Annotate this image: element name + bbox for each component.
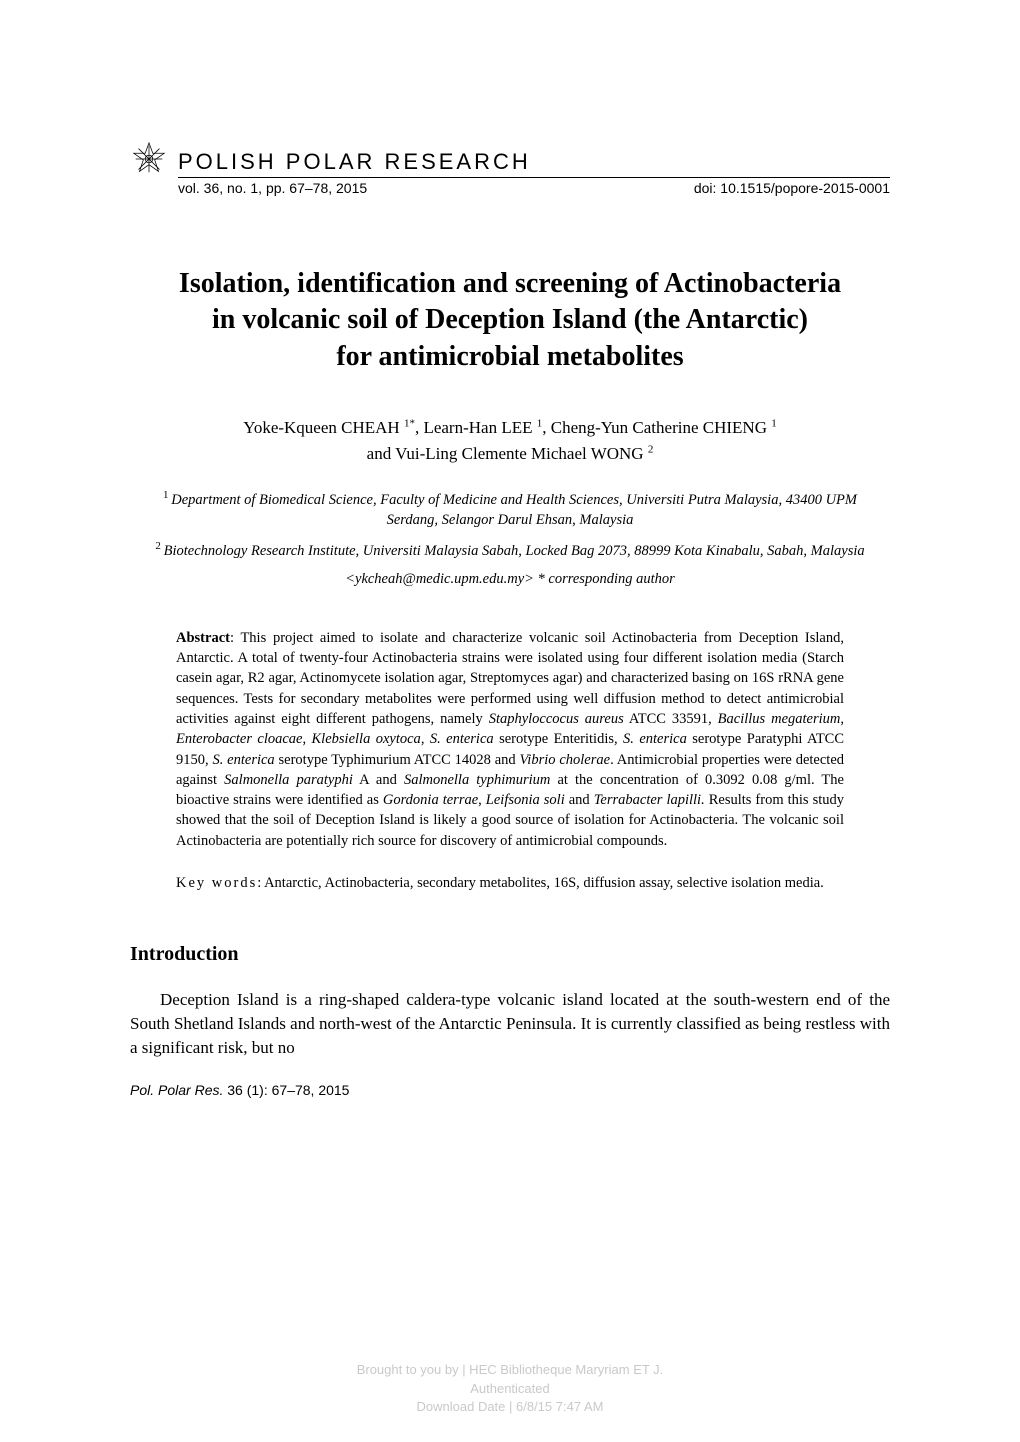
author-block: Yoke-Kqueen CHEAH 1*, Learn-Han LEE 1, C… (130, 415, 890, 466)
footer-citation-text: 36 (1): 67–78, 2015 (223, 1082, 349, 1098)
author-sup-3: 1 (771, 418, 777, 430)
author-text-1: Yoke-Kqueen CHEAH (243, 418, 404, 437)
abstract-t2: ATCC 33591, (624, 711, 718, 727)
title-line-1: Isolation, identification and screening … (179, 268, 841, 299)
abstract-s6: S. enterica (623, 731, 687, 747)
abstract-t10: A and (353, 772, 404, 788)
abstract-t3: , (840, 711, 844, 727)
abstract-s2: Bacillus megaterium (718, 711, 841, 727)
abstract-label: Abstract (176, 630, 230, 646)
title-line-3: for antimicrobial metabolites (336, 341, 683, 372)
corresponding-author: <ykcheah@medic.upm.edu.my> * correspondi… (130, 571, 890, 588)
intro-paragraph-1: Deception Island is a ring-shaped calder… (130, 988, 890, 1059)
journal-logo-icon (130, 140, 168, 178)
author-sup-1: 1* (404, 418, 415, 430)
section-heading-introduction: Introduction (130, 943, 890, 966)
abstract-s4: Klebsiella oxytoca (312, 731, 421, 747)
affiliation-1: 1 Department of Biomedical Science, Facu… (130, 488, 890, 530)
abstract-s1: Staphyloccocus aureus (489, 711, 624, 727)
abstract-s12: Leifsonia soli (486, 792, 565, 808)
author-text-3: , Cheng-Yun Catherine CHIENG (542, 418, 771, 437)
download-watermark: Brought to you by | HEC Bibliotheque Mar… (0, 1361, 1020, 1416)
abstract-s10: Salmonella typhimurium (404, 772, 550, 788)
author-text-2: , Learn-Han LEE (415, 418, 537, 437)
title-line-2: in volcanic soil of Deception Island (th… (212, 304, 808, 335)
affil-2-sup: 2 (155, 540, 163, 552)
abstract-s11: Gordonia terrae (383, 792, 478, 808)
keywords-text: : Antarctic, Actinobacteria, secondary m… (257, 875, 824, 891)
author-sup-4: 2 (648, 443, 654, 455)
abstract-s5: S. enterica (430, 731, 494, 747)
abstract-t6: serotype Enteritidis, (494, 731, 623, 747)
abstract-t13: and (565, 792, 594, 808)
watermark-line-3: Download Date | 6/8/15 7:47 AM (0, 1398, 1020, 1416)
affiliation-2: 2 Biotechnology Research Institute, Univ… (130, 539, 890, 561)
author-text-4: and Vui-Ling Clemente Michael WONG (367, 444, 648, 463)
journal-meta-row: vol. 36, no. 1, pp. 67–78, 2015 doi: 10.… (178, 180, 890, 196)
journal-header: POLISH POLAR RESEARCH (130, 140, 890, 178)
abstract-t12: , (478, 792, 486, 808)
abstract-t4: , (302, 731, 311, 747)
doi-line: doi: 10.1515/popore-2015-0001 (694, 180, 890, 196)
journal-name: POLISH POLAR RESEARCH (178, 149, 890, 178)
keywords-label: Key words (176, 875, 257, 891)
abstract-s7: S. enterica (212, 752, 274, 768)
affil-2-text: Biotechnology Research Institute, Univer… (164, 542, 865, 558)
abstract-t5: , (421, 731, 430, 747)
article-title: Isolation, identification and screening … (130, 266, 890, 375)
volume-line: vol. 36, no. 1, pp. 67–78, 2015 (178, 180, 367, 196)
abstract-t8: serotype Typhimurium ATCC 14028 and (275, 752, 520, 768)
abstract-block: Abstract: This project aimed to isolate … (130, 628, 890, 851)
abstract-s8: Vibrio cholerae (520, 752, 611, 768)
footer-citation: Pol. Polar Res. 36 (1): 67–78, 2015 (130, 1082, 890, 1098)
affil-1-sup: 1 (163, 489, 171, 501)
footer-journal-short: Pol. Polar Res. (130, 1082, 223, 1098)
keywords-block: Key words: Antarctic, Actinobacteria, se… (130, 873, 890, 893)
abstract-s13: Terrabacter lapilli. (594, 792, 705, 808)
watermark-line-1: Brought to you by | HEC Bibliotheque Mar… (0, 1361, 1020, 1379)
watermark-line-2: Authenticated (0, 1380, 1020, 1398)
abstract-s9: Salmonella paratyphi (224, 772, 353, 788)
affil-1-text: Department of Biomedical Science, Facult… (171, 492, 857, 528)
abstract-s3: Enterobacter cloacae (176, 731, 302, 747)
